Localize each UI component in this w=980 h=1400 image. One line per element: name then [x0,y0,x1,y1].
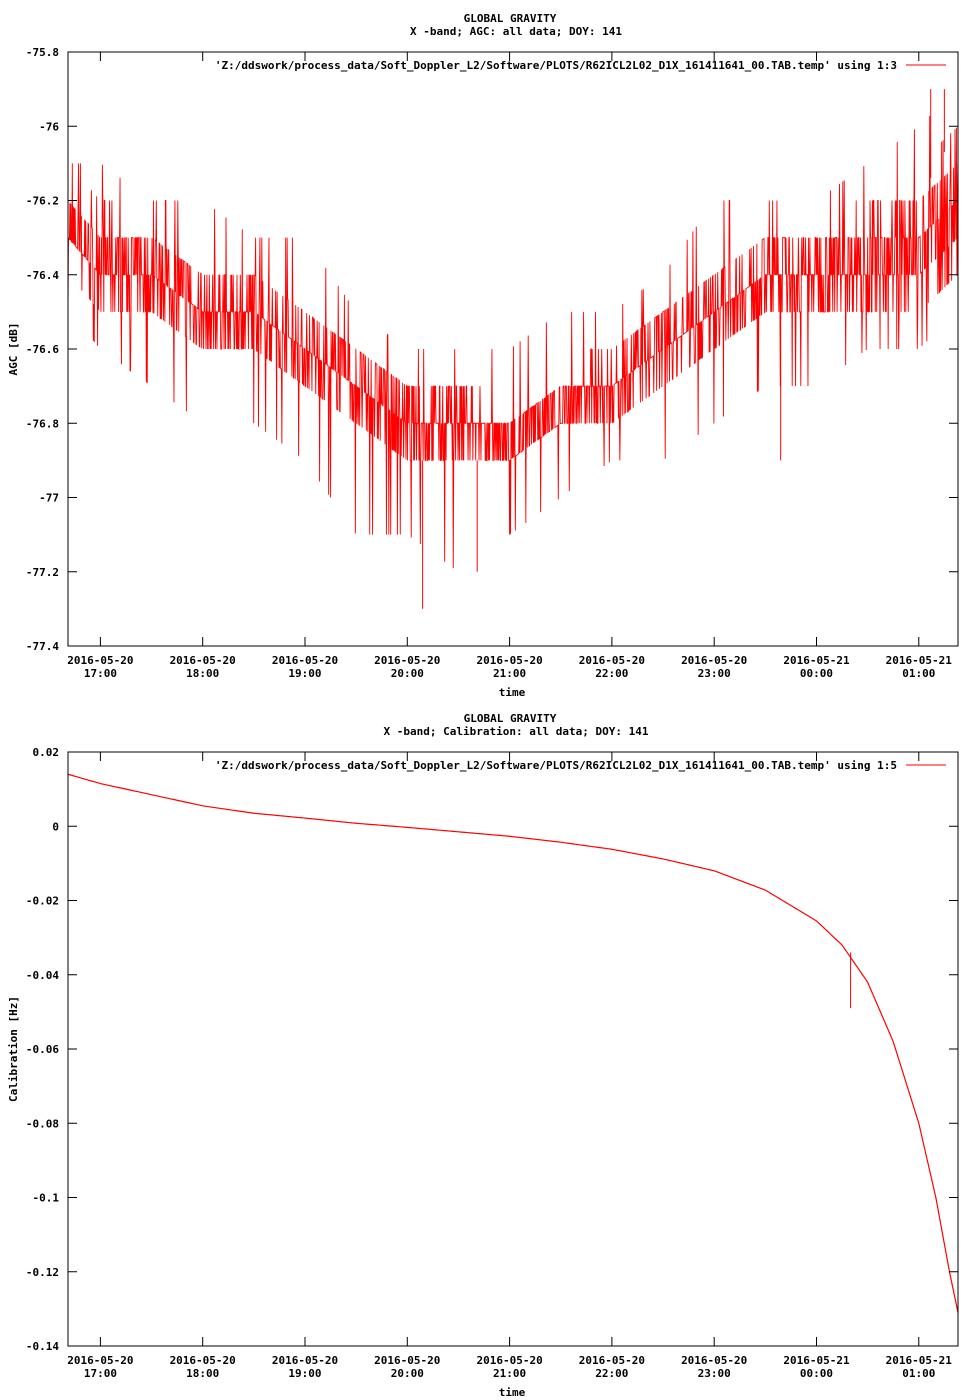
y-tick-label: -0.14 [26,1340,59,1353]
x-tick-label-time: 21:00 [493,667,526,680]
x-tick-label-date: 2016-05-20 [170,654,236,667]
x-tick-label-date: 2016-05-20 [272,654,338,667]
x-tick-label-time: 17:00 [84,1367,117,1380]
agc-chart: GLOBAL GRAVITY X -band; AGC: all data; D… [7,12,959,699]
x-tick-label-time: 18:00 [186,667,219,680]
chart-title: GLOBAL GRAVITY [464,12,557,25]
series-line [67,773,959,1313]
y-tick-label: -76.6 [26,343,59,356]
x-tick-label-date: 2016-05-20 [681,1354,747,1367]
y-tick-label: 0 [52,820,59,833]
y-tick-label: -76.4 [26,269,59,282]
x-tick-label-time: 19:00 [288,667,321,680]
x-tick-label-time: 01:00 [902,667,935,680]
plot-frame [67,751,959,1347]
x-tick-label-time: 00:00 [800,667,833,680]
x-tick-label-time: 00:00 [800,1367,833,1380]
x-tick-label-date: 2016-05-20 [272,1354,338,1367]
y-tick-label: -77.2 [26,566,59,579]
x-tick-label-time: 19:00 [288,1367,321,1380]
x-tick-label-time: 18:00 [186,1367,219,1380]
y-axis-label: AGC [dB] [7,323,20,376]
x-axis-label: time [499,686,526,699]
agc-plot-area: -75.8 -76 -76.2 -76.4 -76.6 -76.8 -77 -77.2 -77.… [26,46,959,680]
y-tick-label: -0.08 [26,1117,59,1130]
x-tick-label-date: 2016-05-20 [374,1354,440,1367]
calibration-series-path [67,773,959,1313]
x-tick-label-date: 2016-05-20 [579,1354,645,1367]
y-tick-label: -75.8 [26,46,59,59]
legend-label: 'Z:/ddswork/process_data/Soft_Doppler_L2… [215,759,897,772]
x-axis-label: time [499,1386,526,1399]
y-tick-label: -0.1 [33,1192,60,1205]
x-tick-label-time: 17:00 [84,667,117,680]
x-tick-label-date: 2016-05-20 [476,1354,542,1367]
calibration-chart: GLOBAL GRAVITY X -band; Calibration: all… [7,712,959,1399]
x-tick-label-date: 2016-05-21 [783,654,850,667]
y-tick-label: -77 [39,492,59,505]
x-tick-label-time: 20:00 [391,667,424,680]
y-tick-label: 0.02 [33,746,60,759]
calibration-plot-area: 0.02 0 -0.02 -0.04 -0.06 -0.08 -0.1 -0.12 -0.14 2… [26,746,959,1380]
x-tick-label-date: 2016-05-20 [67,654,133,667]
x-tick-label-date: 2016-05-20 [476,654,542,667]
x-tick-label-date: 2016-05-21 [783,1354,850,1367]
x-tick-label-date: 2016-05-21 [886,654,953,667]
x-tick-label-date: 2016-05-21 [886,1354,953,1367]
x-tick-label-date: 2016-05-20 [67,1354,133,1367]
x-tick-label-date: 2016-05-20 [170,1354,236,1367]
agc-series-path [67,115,959,568]
legend-label: 'Z:/ddswork/process_data/Soft_Doppler_L2… [215,59,897,72]
x-tick-label-time: 01:00 [902,1367,935,1380]
chart-subtitle: X -band; Calibration: all data; DOY: 141 [384,725,649,738]
y-tick-label: -76.2 [26,195,59,208]
y-axis-label: Calibration [Hz] [7,996,20,1102]
x-tick-label-time: 23:00 [698,667,731,680]
x-tick-label-time: 21:00 [493,1367,526,1380]
y-tick-label: -0.06 [26,1043,59,1056]
x-tick-label-date: 2016-05-20 [579,654,645,667]
x-tick-label-time: 22:00 [595,1367,628,1380]
y-tick-label: -76 [39,120,59,133]
chart-subtitle: X -band; AGC: all data; DOY: 141 [410,25,622,38]
y-tick-label: -0.04 [26,969,59,982]
series-line [67,89,959,609]
chart-title: GLOBAL GRAVITY [464,712,557,725]
x-tick-label-time: 23:00 [698,1367,731,1380]
x-tick-label-time: 20:00 [391,1367,424,1380]
y-tick-label: -0.02 [26,895,59,908]
x-tick-label-time: 22:00 [595,667,628,680]
x-tick-label-date: 2016-05-20 [681,654,747,667]
y-tick-label: -77.4 [26,640,59,653]
y-tick-label: -76.8 [26,417,59,430]
y-tick-label: -0.12 [26,1266,59,1279]
x-tick-label-date: 2016-05-20 [374,654,440,667]
